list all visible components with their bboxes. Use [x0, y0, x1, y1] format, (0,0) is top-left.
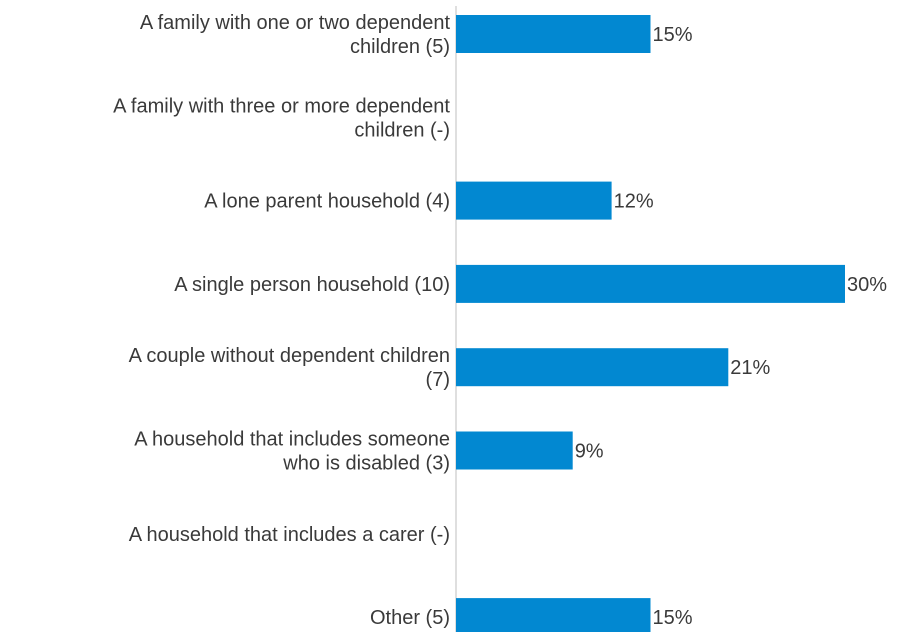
bar: [456, 181, 612, 220]
category-label-line: A household that includes a carer (-): [129, 524, 450, 546]
value-label: 21%: [730, 357, 770, 379]
category-label: A single person household (10): [174, 274, 450, 296]
category-label-line: A family with three or more dependent: [113, 95, 450, 117]
category-label-line: (7): [426, 369, 450, 391]
category-label-line: Other (5): [370, 607, 450, 629]
value-label: 12%: [614, 191, 654, 213]
bar: [456, 431, 573, 470]
value-label: 15%: [653, 607, 693, 629]
category-label: A household that includes someone who is …: [134, 429, 450, 475]
bar: [456, 15, 651, 53]
chart-marks: A family with one or two dependent childr…: [113, 12, 887, 632]
category-label-line: A household that includes someone: [134, 429, 450, 451]
category-label-line: A single person household (10): [174, 274, 450, 296]
bar: [456, 348, 729, 387]
category-label: A household that includes a carer (-): [129, 524, 450, 546]
category-label-line: children (5): [350, 36, 450, 58]
value-label: 15%: [653, 24, 693, 46]
value-label: 30%: [847, 274, 887, 296]
category-label: A family with three or more dependent chi…: [113, 95, 450, 141]
category-label-line: children (-): [354, 119, 450, 141]
category-label: A family with one or two dependent childr…: [140, 12, 451, 58]
bar: [456, 598, 651, 632]
category-label: A lone parent household (4): [204, 191, 450, 213]
category-label: Other (5): [370, 607, 450, 629]
category-label: A couple without dependent children (7): [129, 345, 450, 391]
category-label-line: A couple without dependent children: [129, 345, 450, 367]
category-label-line: A family with one or two dependent: [140, 12, 451, 34]
category-label-line: A lone parent household (4): [204, 191, 450, 213]
category-label-line: who is disabled (3): [282, 453, 450, 475]
value-label: 9%: [575, 441, 604, 463]
bar: [456, 264, 845, 303]
